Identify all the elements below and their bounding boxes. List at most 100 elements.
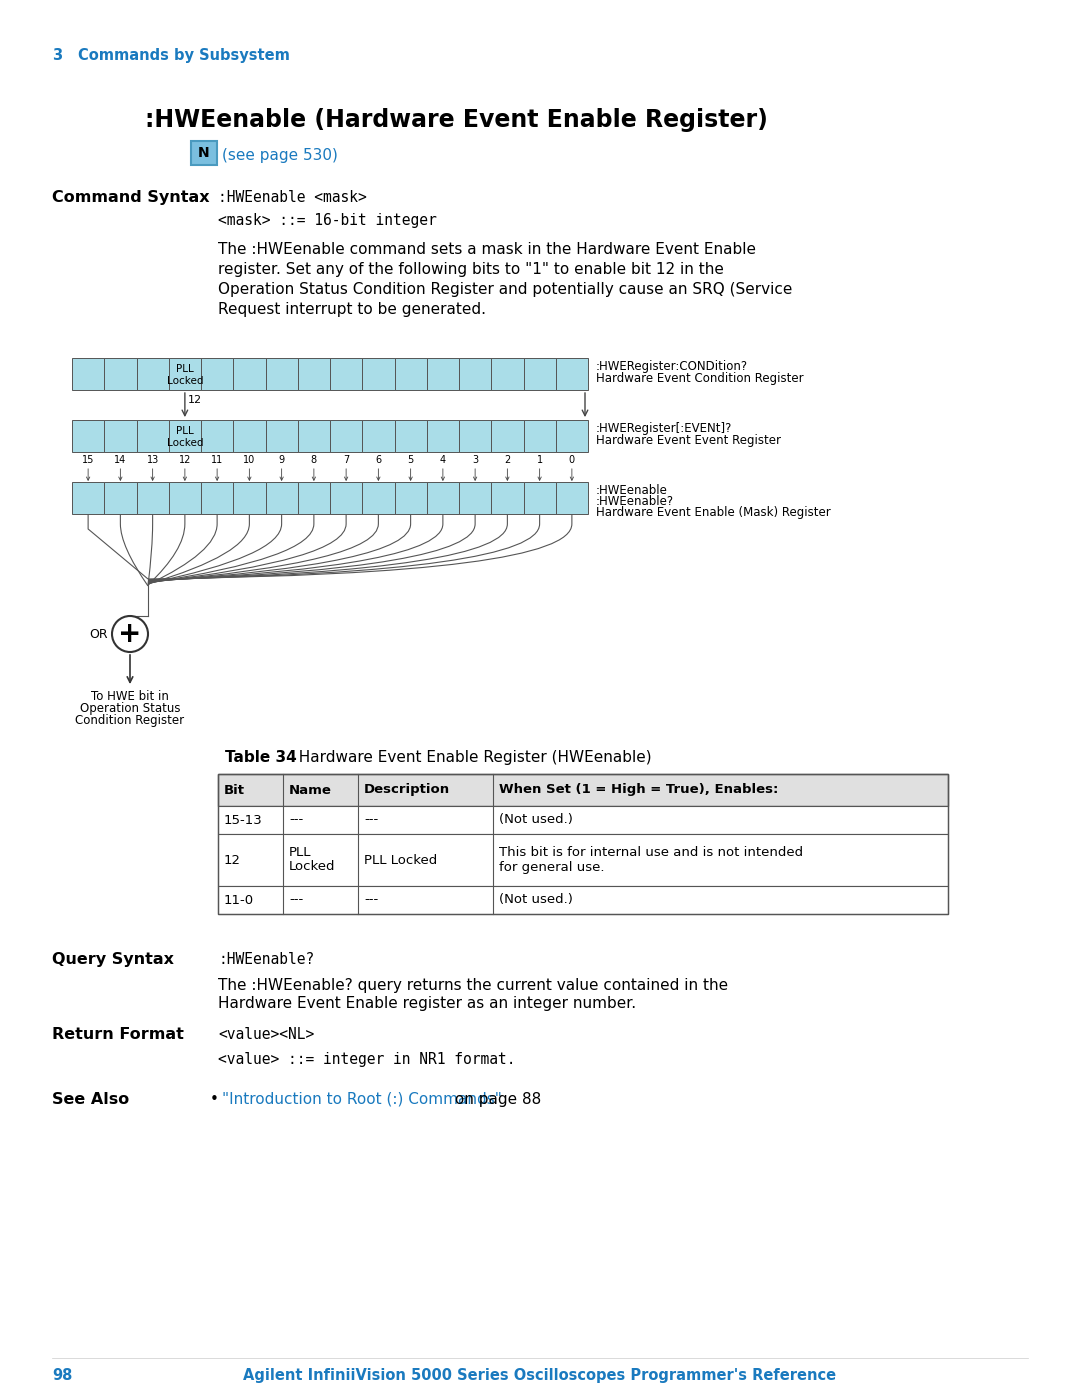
Text: 12: 12 — [224, 854, 241, 866]
Bar — [556, 358, 588, 390]
Text: 7: 7 — [343, 455, 349, 465]
Text: OR: OR — [90, 627, 108, 640]
Text: 11: 11 — [211, 455, 224, 465]
Text: Return Format: Return Format — [52, 1027, 184, 1042]
Bar — [266, 420, 298, 453]
Bar — [556, 420, 588, 453]
Text: 11-0: 11-0 — [224, 894, 254, 907]
Text: Name: Name — [289, 784, 332, 796]
Text: Agilent InfiniiVision 5000 Series Oscilloscopes Programmer's Reference: Agilent InfiniiVision 5000 Series Oscill… — [243, 1368, 837, 1383]
Text: Description: Description — [364, 784, 450, 796]
Bar — [394, 358, 427, 390]
Bar — [72, 420, 105, 453]
Text: The :HWEenable command sets a mask in the Hardware Event Enable: The :HWEenable command sets a mask in th… — [218, 242, 756, 257]
Bar — [524, 358, 556, 390]
Text: ---: --- — [289, 813, 303, 827]
Bar — [330, 358, 362, 390]
Bar — [266, 482, 298, 514]
Text: Operation Status Condition Register and potentially cause an SRQ (Service: Operation Status Condition Register and … — [218, 282, 793, 298]
Bar — [218, 774, 948, 806]
Bar — [201, 420, 233, 453]
Bar — [427, 358, 459, 390]
Text: 5: 5 — [407, 455, 414, 465]
Bar — [233, 358, 266, 390]
Text: This bit is for internal use and is not intended: This bit is for internal use and is not … — [499, 847, 804, 859]
Text: ---: --- — [289, 894, 303, 907]
Text: <value> ::= integer in NR1 format.: <value> ::= integer in NR1 format. — [218, 1052, 515, 1067]
Text: Hardware Event Enable Register (HWEenable): Hardware Event Enable Register (HWEenabl… — [289, 750, 651, 766]
Text: Commands by Subsystem: Commands by Subsystem — [78, 47, 289, 63]
Text: ---: --- — [364, 894, 378, 907]
Bar — [218, 886, 948, 914]
Bar — [168, 420, 201, 453]
Bar — [524, 420, 556, 453]
Text: <value><NL>: <value><NL> — [218, 1027, 314, 1042]
Bar — [427, 420, 459, 453]
Bar — [72, 358, 105, 390]
Text: ---: --- — [364, 813, 378, 827]
Bar — [266, 358, 298, 390]
Text: :HWEenable <mask>: :HWEenable <mask> — [218, 190, 367, 205]
Bar — [556, 482, 588, 514]
Bar — [491, 482, 524, 514]
Bar — [362, 420, 394, 453]
Text: 4: 4 — [440, 455, 446, 465]
Text: 2: 2 — [504, 455, 511, 465]
Bar — [168, 482, 201, 514]
Text: 98: 98 — [52, 1368, 72, 1383]
Text: for general use.: for general use. — [499, 861, 605, 873]
Text: Bit: Bit — [224, 784, 245, 796]
Bar — [136, 358, 168, 390]
Bar — [233, 482, 266, 514]
Bar — [524, 482, 556, 514]
Text: Hardware Event Enable (Mask) Register: Hardware Event Enable (Mask) Register — [596, 506, 831, 520]
Text: Locked: Locked — [289, 861, 336, 873]
Bar — [72, 482, 105, 514]
Text: <mask> ::= 16-bit integer: <mask> ::= 16-bit integer — [218, 212, 436, 228]
Circle shape — [112, 616, 148, 652]
Text: 3: 3 — [472, 455, 478, 465]
Text: 15-13: 15-13 — [224, 813, 262, 827]
Bar — [136, 420, 168, 453]
Bar — [298, 482, 330, 514]
Text: PLL: PLL — [289, 847, 311, 859]
Text: 6: 6 — [376, 455, 381, 465]
Text: To HWE bit in: To HWE bit in — [91, 690, 168, 703]
Bar — [201, 358, 233, 390]
Bar — [427, 482, 459, 514]
Text: 12: 12 — [178, 455, 191, 465]
Bar — [362, 482, 394, 514]
Text: 13: 13 — [147, 455, 159, 465]
Text: :HWEenable (Hardware Event Enable Register): :HWEenable (Hardware Event Enable Regist… — [145, 108, 768, 131]
Bar — [201, 482, 233, 514]
Text: Hardware Event Enable register as an integer number.: Hardware Event Enable register as an int… — [218, 996, 636, 1011]
Text: +: + — [119, 620, 141, 648]
Bar — [491, 358, 524, 390]
Text: PLL Locked: PLL Locked — [364, 854, 437, 866]
Text: See Also: See Also — [52, 1092, 130, 1106]
Text: Request interrupt to be generated.: Request interrupt to be generated. — [218, 302, 486, 317]
Text: :HWEenable: :HWEenable — [596, 483, 667, 497]
Bar — [459, 358, 491, 390]
Text: register. Set any of the following bits to "1" to enable bit 12 in the: register. Set any of the following bits … — [218, 263, 724, 277]
Text: (Not used.): (Not used.) — [499, 894, 572, 907]
Bar — [218, 806, 948, 834]
Text: 12: 12 — [188, 395, 202, 405]
Text: Locked: Locked — [166, 376, 203, 386]
Text: 8: 8 — [311, 455, 316, 465]
Text: Operation Status: Operation Status — [80, 703, 180, 715]
Text: (Not used.): (Not used.) — [499, 813, 572, 827]
Bar — [218, 834, 948, 886]
Bar — [105, 358, 136, 390]
Text: Table 34: Table 34 — [225, 750, 297, 766]
Bar — [330, 482, 362, 514]
Text: 10: 10 — [243, 455, 256, 465]
Bar — [233, 420, 266, 453]
Bar — [491, 420, 524, 453]
Bar — [218, 774, 948, 914]
Text: 3: 3 — [52, 47, 63, 63]
Text: "Introduction to Root (:) Commands": "Introduction to Root (:) Commands" — [222, 1092, 502, 1106]
Bar — [168, 358, 201, 390]
Bar — [105, 420, 136, 453]
Text: (see page 530): (see page 530) — [222, 148, 338, 163]
